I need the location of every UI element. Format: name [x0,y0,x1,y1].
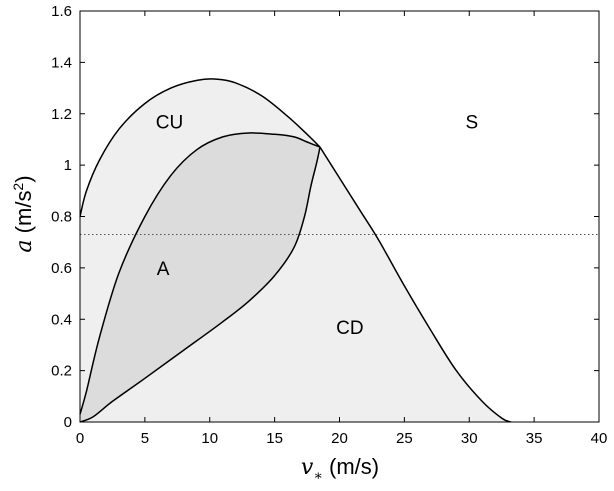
ticks: 0 5 10 15 20 25 30 35 40 0 0.2 0.4 0.6 0.8 1 1.2 1.4 1.6 [51,3,607,447]
y-axis-unit-suffix: ) [11,175,36,182]
region-fill-dark [80,132,320,422]
y-axis-label: a (m/s2) [10,175,37,252]
x-tick-label: 20 [331,430,348,447]
x-tick-label: 5 [141,430,149,447]
region-label-cd: CD [336,318,363,339]
curve-lines [79,78,512,423]
y-tick-label: 1.6 [51,3,72,20]
y-tick-label: 0.6 [51,260,72,277]
x-tick-label: 25 [396,430,413,447]
x-tick-label: 40 [591,430,608,447]
x-tick-label: 0 [76,430,84,447]
region-label-cu: CU [156,112,183,133]
y-tick-label: 1.2 [51,106,72,123]
region-labels: CU S A CD [156,112,478,338]
x-axis-symbol: v [301,455,314,480]
x-tick-label: 35 [526,430,543,447]
curve-inner-upper [79,132,321,415]
y-axis-symbol: a [12,239,37,252]
y-tick-label: 0.4 [51,311,72,328]
x-tick-label: 10 [201,430,218,447]
curve-inner-lower [79,146,321,423]
y-axis-unit-prefix: (m/s [11,191,36,240]
y-axis-unit-sup: 2 [10,183,26,191]
y-tick-label: 1.4 [51,54,72,71]
x-axis-subscript: ∗ [313,468,323,484]
x-tick-label: 30 [461,430,478,447]
x-axis-unit: (m/s) [323,454,379,479]
y-tick-label: 0.8 [51,209,72,226]
y-tick-label: 1 [64,157,72,174]
region-fills [80,78,511,422]
x-tick-label: 15 [266,430,283,447]
y-tick-label: 0 [64,414,72,431]
y-tick-label: 0.2 [51,363,72,380]
region-label-a: A [157,259,170,280]
curve-upper-right [319,146,512,423]
curve-outer-upper [79,78,321,217]
x-axis-label: v∗ (m/s) [301,454,379,484]
region-label-s: S [466,112,479,133]
